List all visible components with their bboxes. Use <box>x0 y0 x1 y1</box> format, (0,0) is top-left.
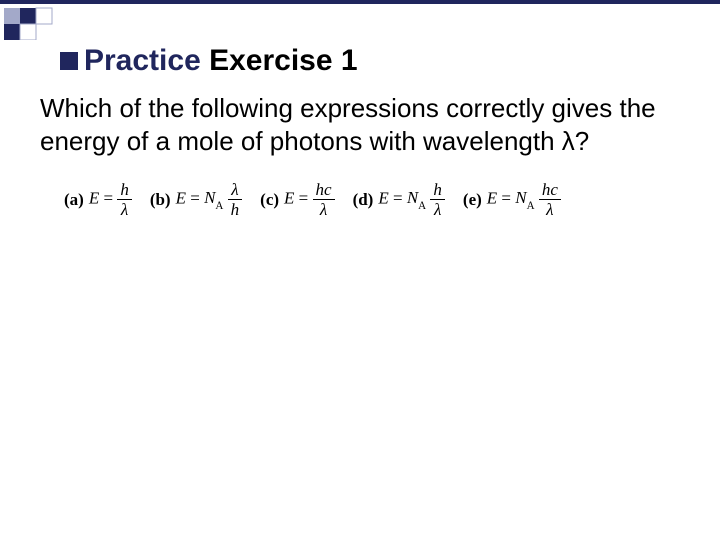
option-expression: E = hcλ <box>284 181 335 218</box>
option-e: (e) E = NA hcλ <box>463 181 561 218</box>
option-label: (b) <box>150 190 171 210</box>
title-row: Practice Exercise 1 <box>60 44 676 78</box>
title-bullet-icon <box>60 52 78 70</box>
slide-title: Practice Exercise 1 <box>84 44 358 78</box>
corner-squares-icon <box>0 0 70 40</box>
option-label: (e) <box>463 190 482 210</box>
top-accent-bar <box>0 0 720 4</box>
option-a: (a)E = hλ <box>64 181 132 218</box>
option-expression: E = NA λh <box>176 181 243 218</box>
slide-content: Practice Exercise 1 Which of the followi… <box>0 0 720 218</box>
option-c: (c) E = hcλ <box>260 181 334 218</box>
title-rest: Exercise 1 <box>201 44 358 77</box>
option-d: (d)E = NA hλ <box>353 181 445 218</box>
question-text: Which of the following expressions corre… <box>40 92 676 157</box>
option-b: (b)E = NA λh <box>150 181 242 218</box>
option-expression: E = hλ <box>89 181 132 218</box>
option-expression: E = NA hλ <box>378 181 445 218</box>
option-label: (c) <box>260 190 279 210</box>
answer-options: (a)E = hλ(b)E = NA λh(c)E = hcλ(d)E = NA… <box>64 181 676 218</box>
option-label: (a) <box>64 190 84 210</box>
option-label: (d) <box>353 190 374 210</box>
title-accent: Practice <box>84 44 201 77</box>
option-expression: E = NA hcλ <box>487 181 561 218</box>
